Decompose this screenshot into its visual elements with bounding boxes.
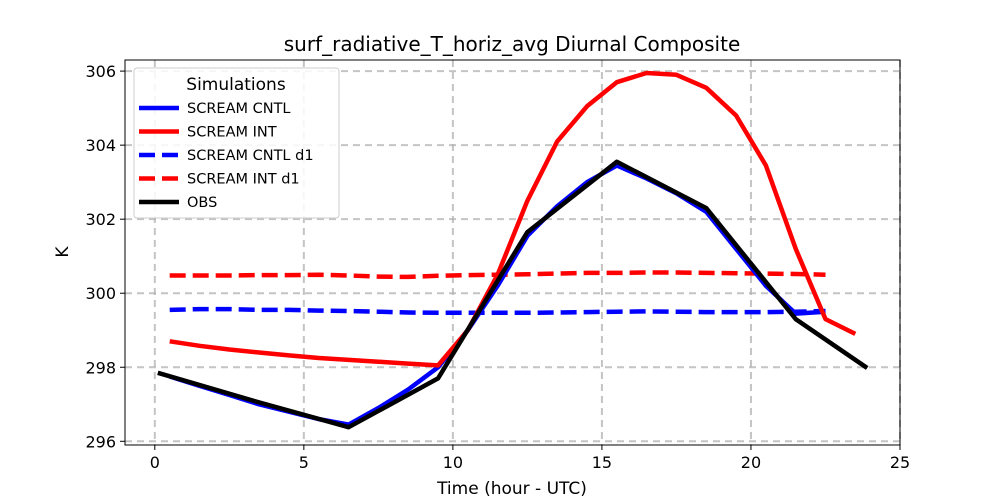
x-tick-label: 0 (150, 453, 160, 472)
y-axis-label: K (53, 246, 73, 258)
legend-entry-label: SCREAM INT (187, 125, 277, 141)
legend-entry-label: SCREAM CNTL (187, 101, 291, 117)
x-tick-label: 20 (741, 453, 761, 472)
legend-box (133, 67, 340, 219)
series-line-scream-cntl-d1 (169, 306, 826, 316)
x-tick-label: 5 (299, 453, 309, 472)
x-tick-label: 10 (443, 453, 463, 472)
legend: Simulations SCREAM CNTL SCREAM INT SCREAM C… (133, 67, 340, 219)
legend-entry-label: SCREAM CNTL d1 (187, 148, 314, 164)
y-tick-label: 304 (85, 136, 116, 155)
legend-entry-label: OBS (187, 195, 217, 211)
y-tick-label: 300 (85, 284, 116, 303)
legend-entry-label: SCREAM INT d1 (187, 172, 300, 188)
x-tick-label: 25 (890, 453, 910, 472)
y-tick-label: 298 (85, 358, 116, 377)
axis-ticks: 0 5 10 15 20 25 296 298 300 302 304 306 (85, 62, 910, 472)
series-line-obs (157, 159, 869, 430)
x-tick-label: 15 (592, 453, 612, 472)
chart-title: surf_radiative_T_horiz_avg Diurnal Compo… (284, 32, 741, 56)
plot-series (157, 70, 869, 430)
legend-title: Simulations (186, 75, 286, 95)
y-tick-label: 296 (85, 432, 116, 451)
plot-frame (124, 59, 901, 446)
y-tick-label: 302 (85, 210, 116, 229)
y-tick-label: 306 (85, 62, 116, 81)
series-line-scream-int (169, 70, 857, 368)
x-axis-label: Time (hour - UTC) (436, 479, 587, 499)
